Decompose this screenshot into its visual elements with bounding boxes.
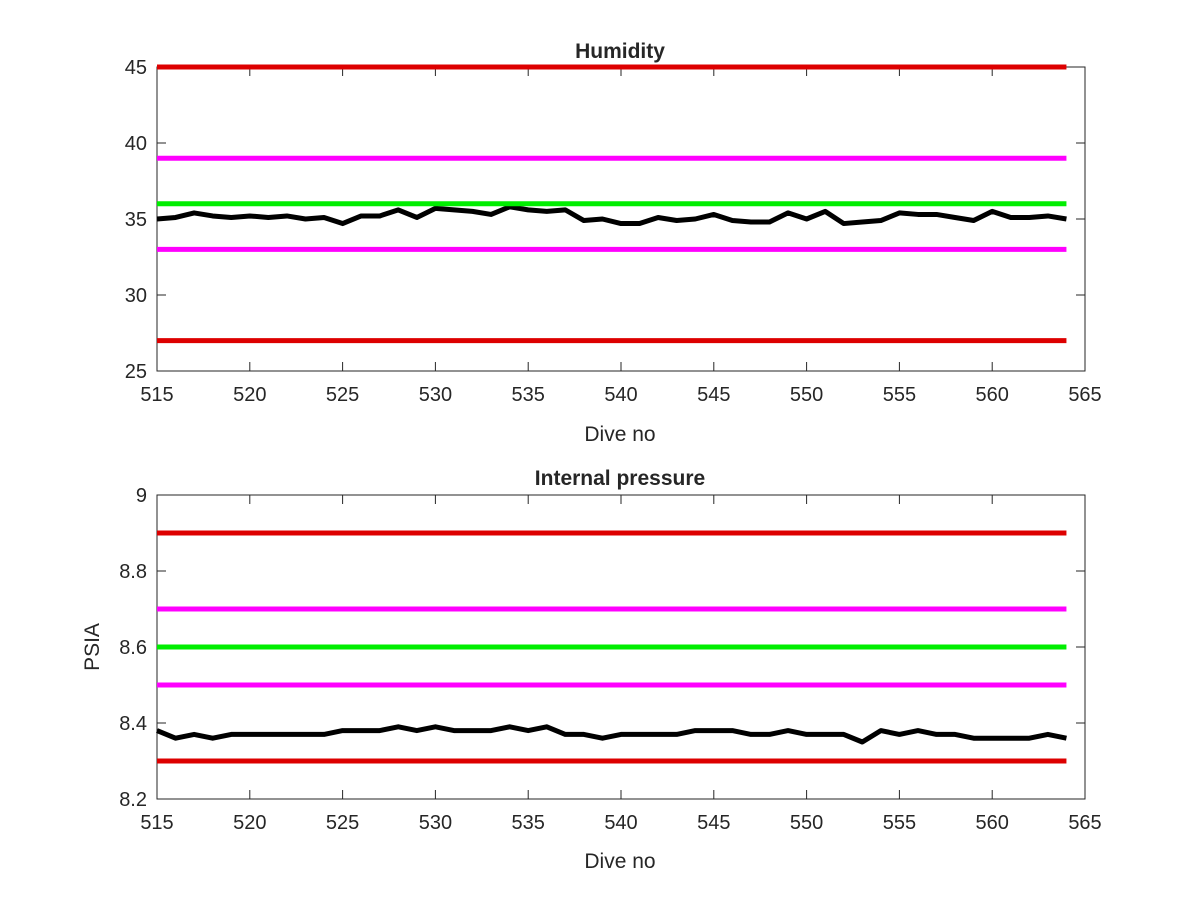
pressure-x-tick-label: 540: [604, 812, 637, 834]
pressure-x-tick-label: 530: [419, 812, 452, 834]
humidity-y-tick-label: 35: [125, 209, 147, 231]
humidity-plot-area: 515 520 525 530 535 540 545 550 555 560 565 25 30 35 4…: [125, 57, 1102, 406]
pressure-x-tick-label: 550: [790, 812, 823, 834]
pressure-y-tick-label: 8.2: [119, 789, 147, 811]
humidity-x-tick-label: 530: [419, 384, 452, 406]
pressure-y-tick-label: 9: [136, 485, 147, 507]
pressure-x-tick-label: 520: [233, 812, 266, 834]
humidity-x-tick-label: 515: [140, 384, 173, 406]
humidity-x-tick-label: 535: [512, 384, 545, 406]
humidity-x-tick-label: 525: [326, 384, 359, 406]
pressure-x-tick-label: 525: [326, 812, 359, 834]
humidity-y-tick-label: 40: [125, 133, 147, 155]
pressure-x-tick-label: 535: [512, 812, 545, 834]
pressure-title: Internal pressure: [535, 467, 705, 490]
pressure-x-tick-label: 555: [883, 812, 916, 834]
pressure-panel: Internal pressure 515 520 525 530 535 540 545 5…: [81, 467, 1102, 873]
humidity-x-tick-label: 565: [1068, 384, 1101, 406]
humidity-x-tick-label: 540: [604, 384, 637, 406]
pressure-x-tick-label: 545: [697, 812, 730, 834]
humidity-x-tick-label: 560: [976, 384, 1009, 406]
pressure-x-axis-label: Dive no: [584, 850, 655, 873]
humidity-data-line: [156, 204, 1067, 227]
humidity-y-tick-label: 45: [125, 57, 147, 79]
pressure-x-tick-label: 565: [1068, 812, 1101, 834]
pressure-y-tick-label: 8.8: [119, 561, 147, 583]
pressure-y-tick-label: 8.4: [119, 713, 147, 735]
humidity-x-tick-label: 520: [233, 384, 266, 406]
pressure-plot-area: 515 520 525 530 535 540 545 550 555 560 565 8.2 8.4 8…: [119, 485, 1102, 834]
humidity-x-axis-label: Dive no: [584, 423, 655, 446]
humidity-x-tick-label: 555: [883, 384, 916, 406]
pressure-x-tick-label: 515: [140, 812, 173, 834]
pressure-x-tick-label: 560: [976, 812, 1009, 834]
pressure-data-line: [156, 724, 1067, 745]
pressure-y-tick-label: 8.6: [119, 637, 147, 659]
pressure-y-axis-label: PSIA: [81, 623, 104, 671]
humidity-panel: Humidity 515 520 525 530 535 540 545 550 555 560 5…: [125, 40, 1102, 446]
humidity-title: Humidity: [575, 40, 665, 63]
humidity-y-tick-label: 30: [125, 285, 147, 307]
humidity-x-tick-label: 550: [790, 384, 823, 406]
humidity-x-tick-label: 545: [697, 384, 730, 406]
humidity-y-tick-label: 25: [125, 361, 147, 383]
